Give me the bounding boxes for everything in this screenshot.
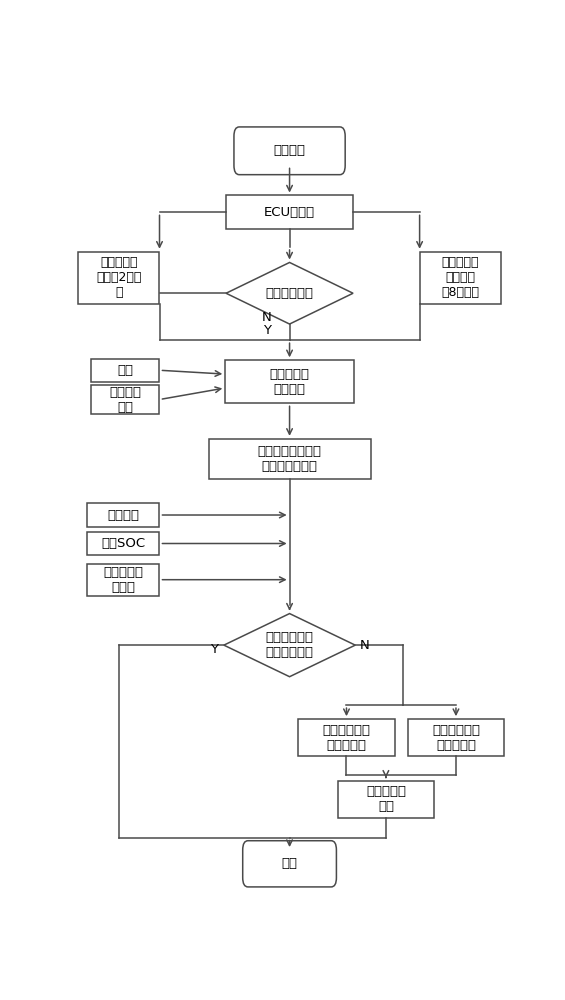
Text: 电机制动可以
完成制动操作: 电机制动可以 完成制动操作 [266, 631, 314, 659]
Text: 确定后轴制动
压力目标值: 确定后轴制动 压力目标值 [432, 724, 480, 752]
Bar [420, 252, 501, 304]
Text: 调用位移传
感器（2）信
号: 调用位移传 感器（2）信 号 [96, 256, 141, 299]
Text: 程序开始: 程序开始 [273, 144, 306, 157]
Bar [92, 359, 159, 382]
Bar [87, 503, 159, 527]
Text: 制动踏板动作: 制动踏板动作 [266, 287, 314, 300]
Bar [208, 439, 371, 479]
Text: ECU初始化: ECU初始化 [264, 206, 315, 219]
Text: 驾驶员意图
识别模块: 驾驶员意图 识别模块 [270, 368, 310, 396]
Text: N: N [360, 639, 370, 652]
Bar [298, 719, 394, 756]
Bar [408, 719, 504, 756]
Polygon shape [224, 614, 355, 677]
Bar [87, 564, 159, 596]
FancyBboxPatch shape [234, 127, 345, 175]
Polygon shape [226, 262, 353, 324]
Text: 紧急制动、常规制
动、坡道起步等: 紧急制动、常规制 动、坡道起步等 [258, 445, 321, 473]
Text: 电机输出制
动力矩: 电机输出制 动力矩 [103, 566, 143, 594]
Bar [225, 360, 354, 403]
Text: 确定前轴制动
压力目标值: 确定前轴制动 压力目标值 [323, 724, 371, 752]
Bar [87, 532, 159, 555]
Bar [226, 195, 353, 229]
Text: 电机转速: 电机转速 [107, 509, 139, 522]
FancyBboxPatch shape [243, 841, 336, 887]
Text: 车速: 车速 [118, 364, 133, 377]
Text: 电池SOC: 电池SOC [101, 537, 145, 550]
Text: 结束: 结束 [281, 857, 298, 870]
Bar [338, 781, 434, 818]
Bar [79, 252, 159, 304]
Text: 调用第一压
力传感器
（8）信号: 调用第一压 力传感器 （8）信号 [441, 256, 479, 299]
Text: 加速踏板
动作: 加速踏板 动作 [110, 386, 141, 414]
Text: 制动力控制
模块: 制动力控制 模块 [366, 785, 406, 813]
Text: Y: Y [263, 324, 271, 337]
Text: N: N [262, 311, 272, 324]
Bar [92, 385, 159, 414]
Text: Y: Y [210, 643, 218, 656]
